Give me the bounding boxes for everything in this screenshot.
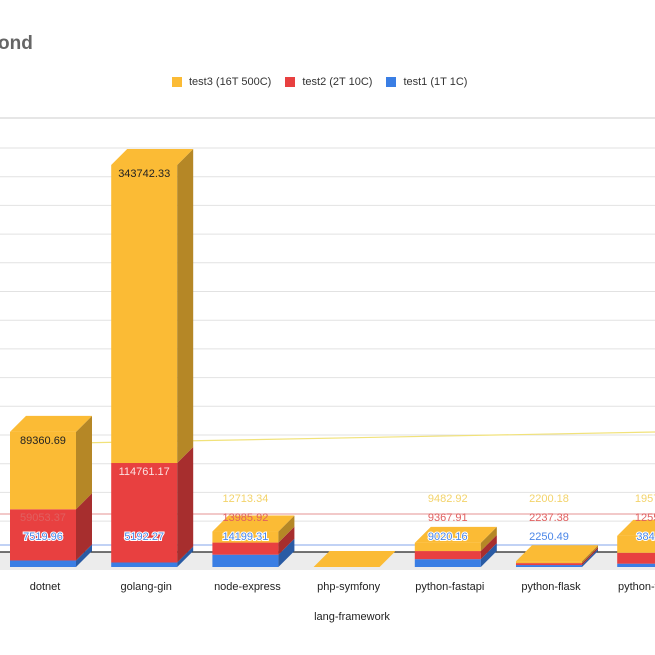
bar-segment-side <box>76 544 92 567</box>
bar-group-node-express: 14199.31 13985.92 12713.34 <box>212 493 295 567</box>
bar-segment <box>414 559 481 567</box>
bar-segment-side <box>582 549 598 567</box>
data-label: 9482.92 <box>428 493 468 505</box>
legend: test3 (16T 500C) test2 (2T 10C) test1 (1… <box>172 76 467 88</box>
bar-group-golang-gin: 5192.27 114761.17 343742.33 <box>111 149 194 567</box>
data-label: 12713.34 <box>222 493 268 505</box>
data-label: 12552 <box>635 512 655 524</box>
bar-segment <box>212 554 279 567</box>
bar-segment <box>212 542 279 555</box>
legend-swatch <box>285 77 296 87</box>
legend-label: test3 (16T 500C) <box>189 76 272 88</box>
bar-top-face <box>313 551 396 567</box>
data-label: 114761.17 <box>119 466 170 478</box>
bar-segment <box>10 509 76 561</box>
bar-segment-side <box>480 535 497 560</box>
bar-segment <box>111 562 178 567</box>
bar-segment-side <box>177 149 194 464</box>
legend-label: test2 (2T 10C) <box>302 76 373 88</box>
bar-top-face <box>111 149 194 166</box>
bar-segment <box>617 552 655 564</box>
data-label: 9020.16 <box>428 531 468 543</box>
x-axis-title: lang-framework <box>314 611 390 623</box>
data-label: 59053.37 <box>20 512 66 524</box>
x-tick-label: python-flask <box>521 581 581 593</box>
bar-group-python-flask-2: 384.7 12552 19573 <box>617 493 655 567</box>
bar-segment-side <box>480 543 497 567</box>
bar-segment <box>414 551 481 560</box>
bar-segment <box>414 542 481 552</box>
bar-top-face <box>516 545 598 562</box>
data-label: 19573 <box>635 493 655 505</box>
bar-group-python-flask: 2250.49 2237.38 2200.18 <box>516 493 598 567</box>
data-label: 2237.38 <box>529 512 569 524</box>
bar-segment-side <box>278 526 295 555</box>
data-label: 384.7 <box>636 531 655 543</box>
bar-segment-side <box>480 526 497 552</box>
x-tick-label: dotnet <box>30 581 61 593</box>
legend-swatch <box>172 77 182 87</box>
legend-item-test1[interactable]: test1 (1T 1C) <box>386 76 467 88</box>
bar-group-dotnet: 7519.96 59053.37 89360.69 <box>10 415 92 567</box>
bar-segment-side <box>177 447 194 563</box>
x-tick-label: node-express <box>214 581 281 593</box>
legend-item-test2[interactable]: test2 (2T 10C) <box>285 76 372 88</box>
chart-title: ond <box>0 33 33 54</box>
bar-segment <box>111 463 178 563</box>
bar-segment <box>516 561 582 564</box>
data-label: 89360.69 <box>20 435 66 447</box>
bar-segment <box>617 535 655 553</box>
x-tick-label: python-fastapi <box>415 581 484 593</box>
data-label: 343742.33 <box>118 168 170 180</box>
bar-group-python-fastapi: 9020.16 9367.91 9482.92 <box>414 493 497 567</box>
bar-segment <box>617 563 655 567</box>
bar-segment-side <box>582 547 598 566</box>
bar-segment-side <box>582 545 598 564</box>
bar-segment-side <box>177 546 194 567</box>
legend-label: test1 (1T 1C) <box>403 76 468 88</box>
bar-top-face <box>212 515 295 532</box>
bar-segment-side <box>278 538 295 567</box>
data-label: 9367.91 <box>428 512 468 524</box>
data-label: 2200.18 <box>529 493 569 505</box>
bar-segment-side <box>76 493 92 561</box>
bar-segment <box>10 431 76 510</box>
bar-segment <box>10 560 76 567</box>
legend-item-test3[interactable]: test3 (16T 500C) <box>172 76 271 88</box>
bar-segment <box>212 531 279 543</box>
data-label: 2250.49 <box>529 531 569 543</box>
bar-group-php-symfony <box>313 551 396 567</box>
data-label: 13985.92 <box>222 512 268 524</box>
bar-segment-side <box>278 515 295 543</box>
x-tick-label: php-symfony <box>317 581 380 593</box>
bar-segment <box>516 565 582 567</box>
legend-swatch <box>386 77 397 87</box>
bar-segment-side <box>76 415 92 510</box>
bar-top-face <box>10 415 92 432</box>
data-label: 5192.27 <box>124 531 164 543</box>
bar-top-face <box>414 526 497 543</box>
bar-segment <box>111 165 178 464</box>
data-label: 7519.96 <box>23 531 63 543</box>
bar-top-face <box>617 519 655 536</box>
bar-segment <box>516 563 582 566</box>
x-tick-label: golang-gin <box>121 581 172 593</box>
data-label: 14199.31 <box>222 531 268 543</box>
x-tick-label: python-flask 2 <box>618 581 655 593</box>
